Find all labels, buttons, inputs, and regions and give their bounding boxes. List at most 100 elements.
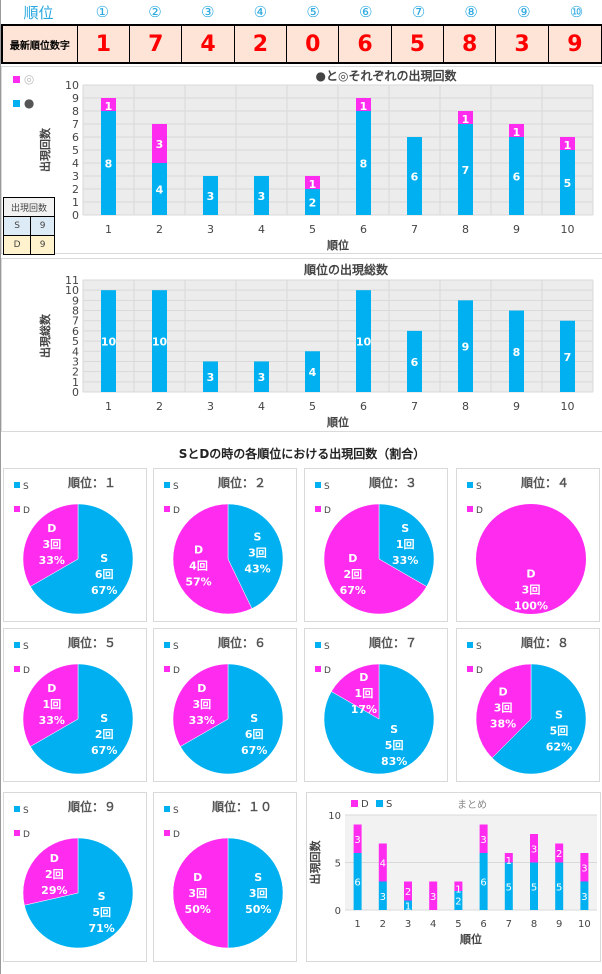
legend-swatch-d (467, 666, 473, 672)
data-label: 2 (405, 887, 411, 898)
legend-swatch-s (164, 806, 170, 812)
pie-slice-s (227, 837, 284, 949)
y-tick-label: 10 (65, 284, 79, 297)
pie-chart: 順位：６ S D S 6回 67% D 3回 33% (164, 635, 284, 775)
data-label: 4 (156, 184, 164, 197)
pie-card-2: 順位：２ S D S 3回 43% D 4回 57% (153, 468, 297, 622)
bar-segment (254, 176, 269, 215)
pie-data-label: 6回 (95, 567, 114, 581)
legend-label-d: D (476, 506, 483, 516)
rank-10: ⑩ (569, 3, 584, 21)
y-tick-label: 8 (72, 305, 79, 318)
pie-card-1: 順位：１ S D S 6回 67% D 3回 33% (3, 468, 147, 622)
pie-data-label: 3回 (494, 700, 513, 714)
y-tick-label: 2 (72, 366, 79, 379)
pie-slice-d (172, 503, 253, 615)
bar-segment (560, 137, 575, 150)
x-tick-label: 1 (105, 400, 112, 413)
pie-slice-d (22, 663, 79, 747)
legend-label-d: D (23, 830, 30, 840)
legend-label-s: S (23, 482, 29, 492)
legend-label-d: D (173, 506, 180, 516)
bar-segment (356, 98, 371, 111)
pie-slice-s (30, 503, 134, 615)
pie-chart: 順位：４ S D 0% D 3回 100% (467, 475, 586, 614)
pie-slice-d (331, 663, 380, 720)
bar-segment (479, 824, 488, 853)
legend-label-d: D (324, 506, 331, 516)
pie-slice-d (172, 663, 229, 747)
x-tick-label: 9 (556, 919, 562, 930)
pie-card-9: 順位：９ S D S 5回 71% D 2回 29% (3, 792, 147, 962)
latest-digit-3: 4 (182, 26, 235, 62)
pie-slice-d (22, 503, 79, 587)
pie-slice-s (378, 503, 435, 587)
y-axis-title: 出現総数 (38, 313, 52, 358)
y-tick-label: 7 (72, 315, 79, 328)
chart-mark-occurrences: 0123456789108114323334215816677186195110… (38, 68, 594, 252)
chart-total-occurrences: 01234567891011101102333445106679889710順位… (38, 262, 594, 429)
data-label: 6 (480, 878, 486, 889)
legend-label-s: S (173, 642, 179, 652)
bar-segment (504, 853, 513, 863)
data-label: 1 (462, 113, 470, 126)
y-tick-label: 10 (65, 79, 79, 92)
pie-slice-d (172, 837, 229, 949)
pie-data-label: 62% (546, 741, 572, 754)
rank-8: ⑧ (464, 3, 478, 21)
legend-label-s: S (23, 642, 29, 652)
legend-label-s: S (386, 799, 392, 810)
legend-label-s: S (476, 642, 482, 652)
pie-data-label: 1回 (396, 537, 415, 551)
y-tick-label: 4 (72, 345, 79, 358)
y-axis-title: 出現回数 (308, 840, 322, 885)
bar-segment (555, 843, 564, 863)
pie-data-label: D (47, 522, 56, 535)
pie-card-3: 順位：３ S D S 1回 33% D 2回 67% (304, 468, 448, 622)
y-tick-label: 3 (72, 170, 79, 183)
bar-segment (152, 163, 167, 215)
x-tick-label: 1 (105, 223, 112, 236)
pie-data-label: 3回 (248, 545, 267, 559)
x-tick-label: 4 (430, 919, 436, 930)
data-label: 5 (564, 177, 572, 190)
legend-label-d: D (324, 666, 331, 676)
legend-swatch-s (467, 642, 473, 648)
pie-data-label: 38% (490, 717, 516, 730)
pie-title: 順位：５ (67, 635, 116, 650)
x-tick-label: 7 (506, 919, 512, 930)
data-label: 1 (513, 126, 521, 139)
legend-label-s: S (324, 642, 330, 652)
bar-segment (458, 111, 473, 124)
legend-swatch-s (14, 482, 20, 488)
bar-segment (530, 862, 538, 910)
data-label: 10 (356, 336, 372, 349)
pie-data-label: 5回 (550, 724, 569, 738)
rank-1: ① (95, 3, 110, 21)
x-tick-label: 4 (258, 400, 265, 413)
pie-card-4: 順位：４ S D 0% D 3回 100% (456, 468, 600, 622)
pie-title: 順位：４ (520, 475, 569, 490)
pie-data-label: 2回 (343, 567, 362, 581)
pie-data-label: 6回 (245, 727, 264, 741)
x-tick-label: 8 (531, 919, 537, 930)
pie-title: 順位：６ (217, 635, 266, 650)
legend-double-circle: ◎ (13, 72, 34, 86)
y-tick-label: 6 (72, 131, 79, 144)
legend-swatch-d (164, 506, 170, 512)
pie-title: 順位：１ (67, 475, 116, 490)
data-label: 1 (309, 178, 317, 191)
pie-data-label: 33% (392, 554, 418, 567)
bar-segment (458, 124, 473, 215)
pie-data-label: 83% (381, 755, 407, 768)
pie-card-8: 順位：８ S D S 5回 62% D 3回 38% (456, 628, 600, 782)
pie-data-label: D (47, 682, 56, 695)
x-tick-label: 2 (156, 223, 163, 236)
bar-segment (254, 361, 269, 392)
data-label: 1 (360, 100, 368, 113)
pie-data-label: D (348, 552, 357, 565)
latest-digit-7: 5 (392, 26, 445, 62)
chart-title: ●と◎それぞれの出現回数 (316, 68, 458, 83)
latest-label: 最新順位数字 (3, 26, 78, 62)
